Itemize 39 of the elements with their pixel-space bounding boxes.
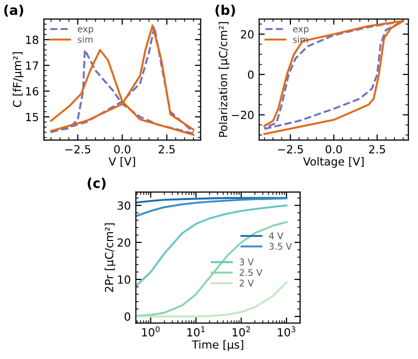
legend-label: 3 V <box>240 258 254 266</box>
chart-title: (c) <box>88 178 106 190</box>
y-axis-title: C [fF/μm²] <box>12 52 24 108</box>
y-tick-label: 0 <box>124 312 130 321</box>
chart-title: (b) <box>216 4 235 17</box>
y-tick-label: 20 <box>118 238 130 247</box>
legend-label: 3.5 V <box>269 242 292 250</box>
x-tick-label: 2.5 <box>369 145 386 154</box>
y-tick-label: 16 <box>26 87 38 96</box>
legend-label: sim <box>78 36 93 43</box>
x-tick-label: 0.0 <box>326 145 342 154</box>
legend-label: 4 V <box>269 232 284 240</box>
x-tick-label: 0.0 <box>114 145 130 154</box>
x-axis-title: V [V] <box>108 157 136 167</box>
y-axis-title: Polarization [μC/cm²] <box>218 22 230 137</box>
x-tick-label: −2.5 <box>65 145 90 154</box>
x-tick-label: 10$^{1}$ <box>187 326 205 336</box>
y-tick-label: 17 <box>26 61 38 70</box>
legend-label: 2 V <box>240 280 254 286</box>
chart-title: (a) <box>4 4 24 17</box>
x-tick-label: 2.5 <box>158 145 175 154</box>
y-axis-title: 2Pr [μC/cm²] <box>104 223 116 292</box>
y-tick-label: 30 <box>118 201 130 210</box>
y-tick-label: 18 <box>26 36 38 44</box>
legend-label: exp <box>78 27 94 34</box>
legend-label: exp <box>293 27 309 34</box>
x-tick-label: −2.5 <box>278 145 303 154</box>
y-tick-label: 10 <box>118 275 130 284</box>
legend-label: sim <box>293 36 308 43</box>
x-axis-title: Time [μs] <box>192 340 244 351</box>
legend-label: 2.5 V <box>240 269 262 276</box>
x-axis-title: Voltage [V] <box>303 157 364 168</box>
y-tick-label: 15 <box>26 112 38 122</box>
x-tick-label: 10$^{3}$ <box>278 326 296 336</box>
y-tick-label: 20 <box>240 30 254 39</box>
y-tick-label: −20 <box>232 110 254 120</box>
x-tick-label: 10$^{0}$ <box>142 326 160 336</box>
y-tick-label: 0 <box>248 70 254 79</box>
x-tick-label: 10$^{2}$ <box>232 326 250 336</box>
